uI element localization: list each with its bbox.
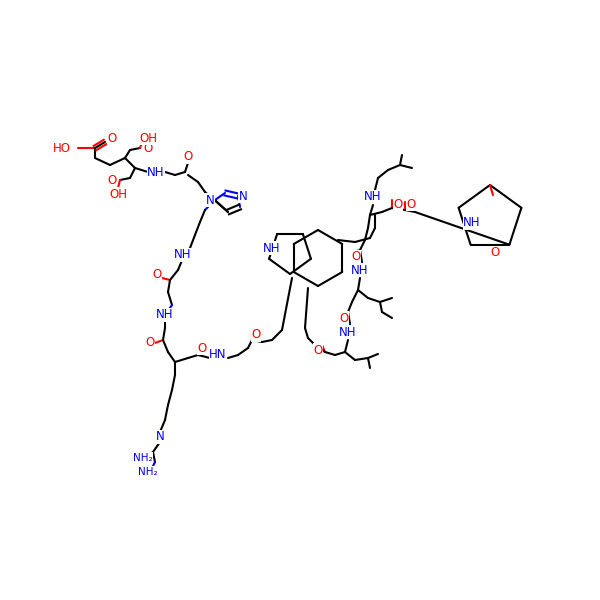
Text: O: O: [107, 173, 116, 187]
Text: NH: NH: [147, 166, 165, 179]
Text: NH₂: NH₂: [133, 453, 153, 463]
Text: NH: NH: [463, 217, 481, 229]
Text: O: O: [251, 329, 260, 341]
Text: NH: NH: [263, 241, 281, 254]
Text: O: O: [313, 343, 323, 356]
Text: O: O: [406, 197, 416, 211]
Text: O: O: [107, 133, 116, 145]
Text: NH: NH: [174, 248, 192, 262]
Text: O: O: [394, 197, 403, 211]
Text: O: O: [145, 337, 155, 349]
Text: O: O: [197, 341, 206, 355]
Text: NH: NH: [156, 308, 174, 322]
Text: NH: NH: [364, 191, 382, 203]
Text: O: O: [143, 142, 152, 154]
Text: NH: NH: [351, 263, 369, 277]
Text: O: O: [340, 311, 349, 325]
Text: HN: HN: [209, 349, 227, 361]
Text: O: O: [184, 151, 193, 163]
Text: N: N: [206, 193, 214, 206]
Text: O: O: [352, 251, 361, 263]
Text: OH: OH: [139, 131, 157, 145]
Text: O: O: [490, 247, 500, 259]
Text: NH₂: NH₂: [138, 467, 158, 477]
Text: N: N: [155, 431, 164, 443]
Text: NH: NH: [339, 325, 357, 338]
Text: HO: HO: [53, 142, 71, 154]
Text: N: N: [239, 190, 247, 202]
Text: O: O: [152, 269, 161, 281]
Text: OH: OH: [109, 187, 127, 200]
